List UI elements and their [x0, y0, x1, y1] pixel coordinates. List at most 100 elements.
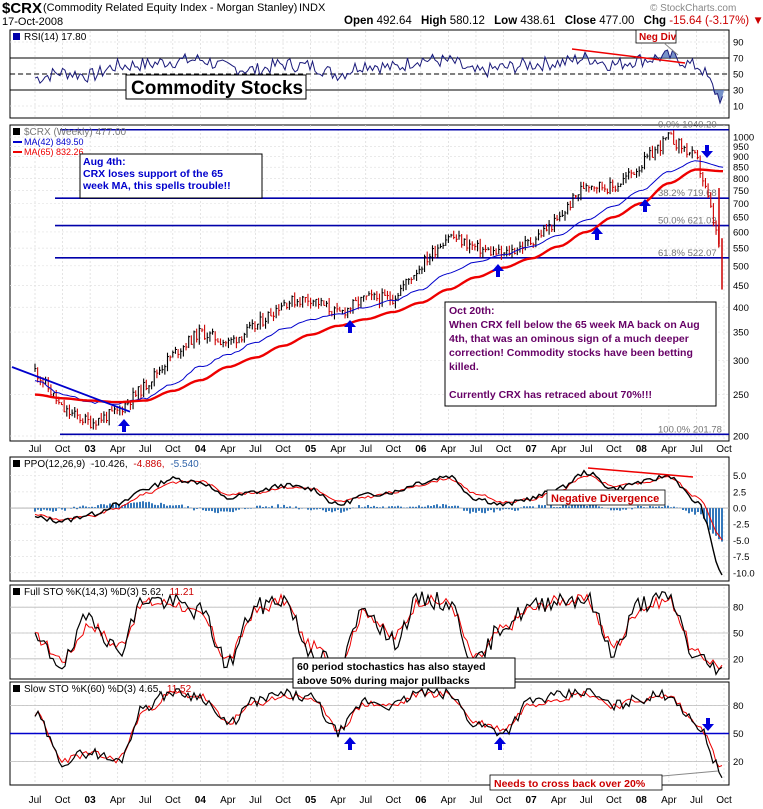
downtrend-line	[11, 366, 131, 413]
reference-lines	[10, 57, 729, 762]
up-arrow-icon	[494, 737, 506, 750]
chart-header: $CRX (Commodity Related Equity Index - M…	[0, 0, 763, 28]
y-tick-label: 50	[733, 729, 744, 740]
full-sto-legend-d: 11.21	[170, 587, 195, 598]
low-value: 438.61	[520, 15, 556, 27]
ppo-series	[34, 469, 723, 576]
close-value: 477.00	[599, 15, 635, 27]
ppo-legend-signal: -4.886,	[133, 459, 164, 470]
y-tick-label: 450	[733, 281, 749, 292]
y-tick-label: 700	[733, 199, 749, 210]
oct-20th-retrace: Currently CRX has retraced about 70%!!!	[449, 389, 652, 401]
price-legend-crx: $CRX (Weekly) 477.00	[24, 127, 127, 138]
y-tick-label: 750	[733, 186, 749, 197]
x-tick-label: Apr	[661, 444, 677, 455]
y-tick-label: 1000	[733, 133, 754, 144]
y-tick-label: 850	[733, 163, 749, 174]
price-x-labels: Jul Oct 03 Apr Jul Oct 04 Apr Jul Oct 05 Apr Jul Oct 0…	[29, 444, 732, 455]
open-value: 492.64	[376, 15, 412, 27]
ppo-legend-hist: -5.540	[170, 459, 199, 470]
up-arrow-icon	[344, 737, 356, 750]
open-label: Open	[344, 15, 374, 27]
x-tick-label: 07	[526, 444, 538, 455]
x-tick-label: Oct	[55, 444, 71, 455]
annotation-line: correction! Commodity stocks have been b…	[449, 347, 693, 359]
fib-level-label: 38.2% 719.68	[658, 188, 717, 199]
x-tick-label: Apr	[551, 795, 567, 806]
down-arrow-icon	[701, 145, 713, 158]
x-tick-label: Jul	[359, 795, 372, 806]
y-tick-label: 900	[733, 152, 749, 163]
full-sto-legend: Full STO %K(14,3) %D(3) 5.62, 11.21	[13, 587, 194, 598]
ma42-line	[34, 160, 724, 405]
x-tick-label: Apr	[110, 444, 126, 455]
slow-sto-legend-d: 11.52	[167, 684, 192, 695]
x-tick-label: Jul	[580, 795, 593, 806]
y-tick-label: -2.5	[733, 520, 749, 531]
x-tick-label: Jul	[29, 795, 42, 806]
svg-text:Slow STO %K(60) %D(3) 4.65,: Slow STO %K(60) %D(3) 4.65, 11.52	[24, 684, 192, 695]
cross-back-label: Needs to cross back over 20%	[494, 778, 646, 790]
x-tick-label: Apr	[441, 795, 457, 806]
x-tick-label: Oct	[606, 444, 622, 455]
fib-level-label: 100.0% 201.78	[658, 424, 722, 435]
low-label: Low	[494, 15, 518, 27]
up-arrow-icon	[591, 227, 603, 240]
x-tick-label: Oct	[275, 444, 291, 455]
y-tick-label: 400	[733, 303, 749, 314]
x-tick-label: 06	[415, 444, 427, 455]
up-arrow-icon	[344, 320, 356, 333]
price-legend-ma65: MA(65) 832.26	[24, 147, 84, 157]
fib-labels: 0.0% 1040.20 38.2% 719.68 50.0% 621.03 61.8…	[658, 120, 722, 436]
rsi-legend: RSI(14) 17.80	[13, 32, 87, 43]
rsi-overbought-fill	[35, 50, 724, 58]
negative-divergence-label: Negative Divergence	[551, 493, 659, 505]
chg-label: Chg	[643, 15, 667, 27]
y-tick-label: 350	[733, 328, 749, 339]
y-tick-label: 2.5	[733, 487, 746, 498]
x-tick-label: 07	[526, 795, 538, 806]
rsi-legend-text: RSI(14) 17.80	[24, 32, 87, 43]
ppo-legend-value: -10.426,	[91, 459, 128, 470]
y-tick-label: 550	[733, 244, 749, 255]
neg-div-label: Neg Div	[639, 32, 677, 43]
y-tick-label: 250	[733, 390, 749, 401]
ppo-signal-line	[34, 474, 723, 541]
svg-text:Full STO %K(14,3) %D(3) 5.62,: Full STO %K(14,3) %D(3) 5.62, 11.21	[24, 587, 194, 598]
y-tick-label: 0.0	[733, 504, 746, 515]
annotation-line: When CRX fell below the 65 week MA back …	[449, 319, 700, 331]
x-tick-label: Oct	[165, 795, 181, 806]
full-sto-series	[34, 591, 723, 676]
x-tick-label: Jul	[359, 444, 372, 455]
rsi-panel	[9, 29, 730, 119]
x-tick-label: Jul	[580, 444, 593, 455]
y-tick-label: -5.0	[733, 536, 749, 547]
x-tick-label: 03	[85, 795, 97, 806]
y-tick-label: 200	[733, 432, 749, 443]
fib-level-label: 61.8% 522.07	[658, 248, 717, 259]
x-tick-label: Oct	[385, 795, 401, 806]
x-tick-label: Jul	[249, 444, 262, 455]
ma65-line	[34, 168, 724, 404]
y-tick-label: 300	[733, 356, 749, 367]
symbol-name: (Commodity Related Equity Index - Morgan…	[43, 2, 298, 14]
full-sto-legend-label: Full STO %K(14,3) %D(3) 5.62,	[24, 587, 164, 598]
svg-text:PPO(12,26,9) -10.426,: PPO(12,26,9) -10.426, -4.886, -5.540	[24, 459, 199, 470]
x-tick-label: Jul	[29, 444, 42, 455]
x-tick-label: Oct	[496, 444, 512, 455]
y-tick-label: 70	[733, 54, 744, 65]
x-tick-label: Jul	[139, 444, 152, 455]
symbol: $CRX	[2, 0, 43, 17]
x-tick-label: 05	[305, 795, 317, 806]
x-tick-label: 04	[195, 444, 207, 455]
y-tick-label: 90	[733, 38, 744, 49]
annotation-line: week MA, this spells trouble!!	[82, 180, 231, 192]
close-label: Close	[564, 15, 597, 27]
x-tick-label: Apr	[220, 795, 236, 806]
fib-level-label: 50.0% 621.03	[658, 216, 717, 227]
neg-div-rsi: Neg Div	[571, 29, 686, 64]
x-tick-label: Oct	[165, 444, 181, 455]
high-label: High	[420, 15, 447, 27]
annotation-line: killed.	[449, 361, 479, 373]
